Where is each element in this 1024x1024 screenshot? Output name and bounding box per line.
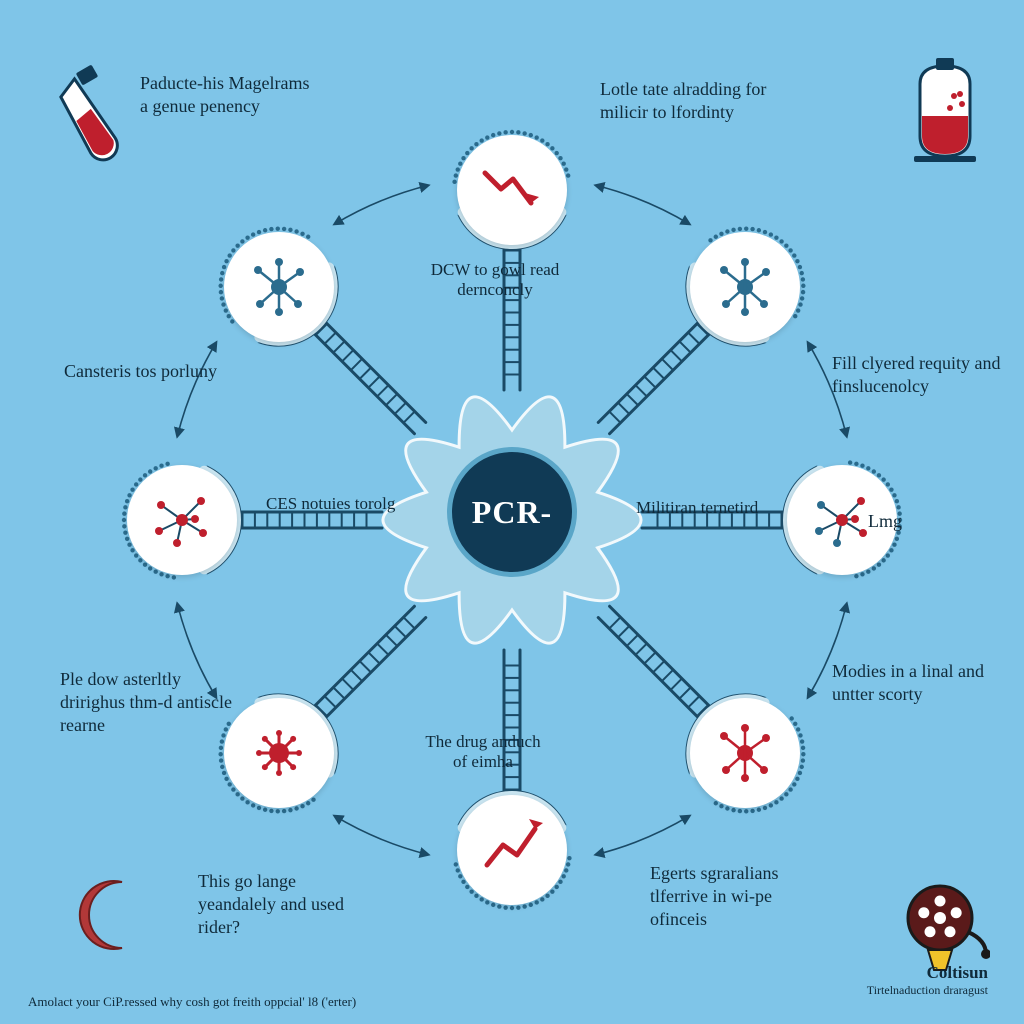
outer-caption: Ple dow asterltly dririghus thm-d antisc… <box>60 668 240 737</box>
cycle-node <box>224 232 334 342</box>
cycle-node <box>690 698 800 808</box>
crescent-icon <box>60 860 150 975</box>
molecule-red-icon <box>710 718 780 788</box>
outer-caption: Modies in a linal and untter scorty <box>832 660 1012 706</box>
outer-caption: Egerts sgraralians tlferrive in wi-pe of… <box>650 862 830 931</box>
brand-block: Coltisun Tirtelnaduction draragust <box>867 963 988 998</box>
network-redblue-icon <box>807 485 877 555</box>
cycle-node <box>224 698 334 808</box>
center-hub: PCR- <box>362 362 662 662</box>
footer-text: Amolact your CiP.ressed why cosh got fre… <box>28 994 356 1010</box>
graph-down-red-icon <box>477 155 547 225</box>
center-circle: PCR- <box>447 447 577 577</box>
graph-up-red-icon <box>477 815 547 885</box>
cycle-node <box>127 465 237 575</box>
outer-caption: Lmg <box>868 510 902 533</box>
test-tube-icon <box>58 62 148 177</box>
inner-label: Militiran ternetird <box>636 498 758 518</box>
molecule-blue-icon <box>710 252 780 322</box>
center-label: PCR- <box>472 494 552 531</box>
inner-label: DCW to gowl read dernconcly <box>430 260 560 301</box>
network-red-icon <box>147 485 217 555</box>
infographic-canvas: PCR- Paducte-his Magelrams a genue penen… <box>0 0 1024 1024</box>
brand-tagline: Tirtelnaduction draragust <box>867 983 988 998</box>
outer-caption: Fill clyered requity and finslucenolcy <box>832 352 1012 398</box>
flask-icon <box>900 56 990 171</box>
molecule-blue-icon <box>244 252 314 322</box>
cycle-node <box>457 135 567 245</box>
outer-caption: Lotle tate alradding for milicir to lfor… <box>600 78 780 124</box>
inner-label: CES notuies torolg <box>266 494 395 514</box>
virus-red-icon <box>244 718 314 788</box>
outer-caption: Paducte-his Magelrams a genue penency <box>140 72 320 118</box>
inner-label: The drug anduch of eimha <box>418 732 548 773</box>
cycle-node <box>457 795 567 905</box>
outer-caption: Cansteris tos porluny <box>64 360 217 383</box>
brand-name: Coltisun <box>867 963 988 983</box>
cycle-node <box>690 232 800 342</box>
outer-caption: This go lange yeandalely and used rider? <box>198 870 378 939</box>
